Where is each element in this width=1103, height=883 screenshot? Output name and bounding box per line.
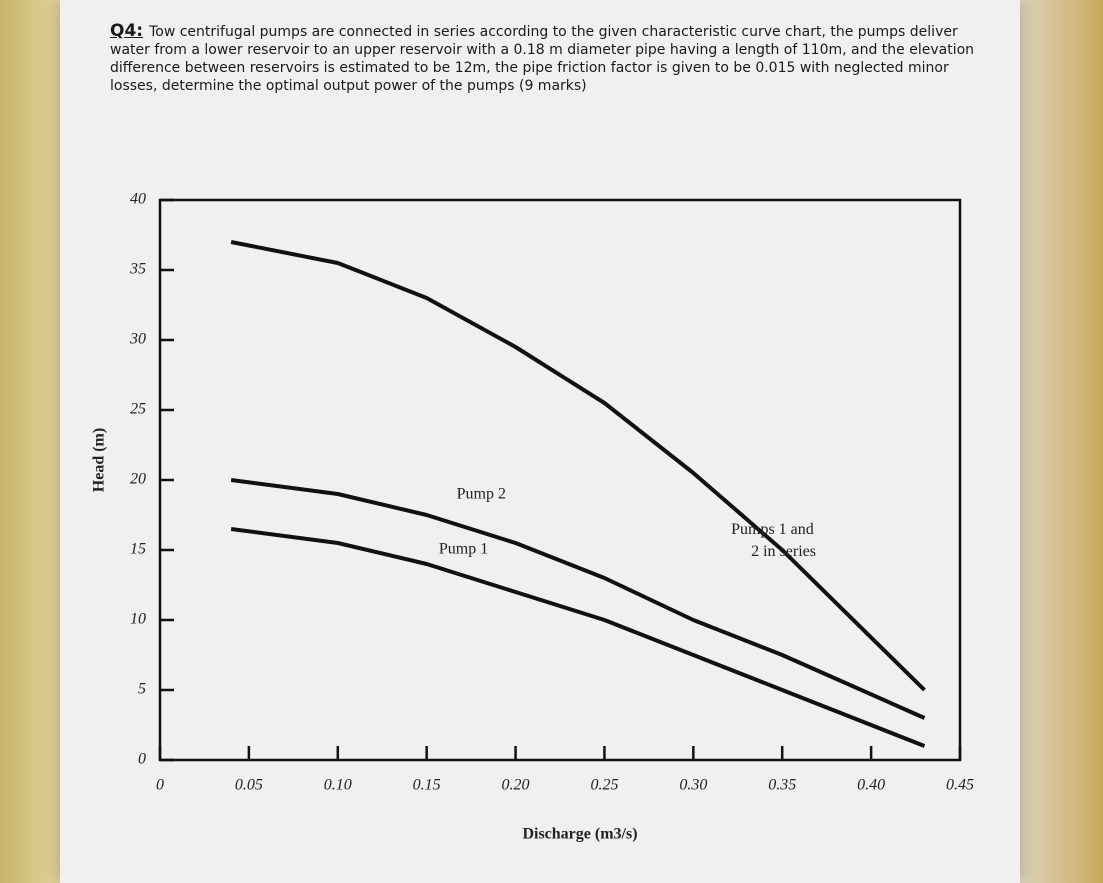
x-tick-label: 0.35 — [768, 777, 796, 794]
x-axis-label: Discharge (m3/s) — [522, 826, 637, 843]
x-tick-label: 0.20 — [502, 777, 530, 794]
y-tick-label: 15 — [130, 541, 146, 558]
x-tick-label: 0.05 — [235, 777, 263, 794]
y-tick-label: 25 — [130, 401, 146, 418]
chart: Head (m) Discharge (m3/s) 0 5 10 15 20 25 30 35… — [91, 191, 974, 843]
plot-frame — [158, 198, 962, 762]
y-tick-label: 35 — [129, 261, 146, 278]
series-line — [230, 527, 926, 748]
y-tick-label: 10 — [130, 611, 146, 628]
x-tick-label: 0.15 — [413, 777, 441, 794]
series-label: Pump 1 — [439, 541, 488, 558]
x-tick-label: 0.30 — [679, 777, 707, 794]
x-tick-label: 0.10 — [324, 777, 352, 794]
series-line — [230, 240, 926, 692]
y-tick-label: 0 — [138, 751, 146, 768]
question-number: Q4: — [110, 21, 144, 41]
y-tick-label: 5 — [138, 681, 146, 698]
x-tick-label: 0.25 — [590, 777, 618, 794]
paper: Q4: Tow centrifugal pumps are connected i… — [60, 0, 1020, 883]
y-axis-label: Head (m) — [91, 428, 108, 492]
x-tick-label: 0 — [156, 777, 164, 794]
y-tick-label: 20 — [130, 471, 146, 488]
x-tick-label: 0.40 — [857, 777, 885, 794]
y-tick-label: 40 — [130, 191, 146, 208]
series-line — [230, 478, 926, 720]
x-tick-label: 0.45 — [946, 777, 974, 794]
question: Q4: Tow centrifugal pumps are connected i… — [110, 22, 990, 95]
y-tick-label: 30 — [129, 331, 146, 348]
series-label: Pumps 1 and 2 in series — [731, 521, 816, 560]
series-label: Pump 2 — [457, 486, 506, 503]
question-text: Tow centrifugal pumps are connected in s… — [110, 24, 975, 94]
